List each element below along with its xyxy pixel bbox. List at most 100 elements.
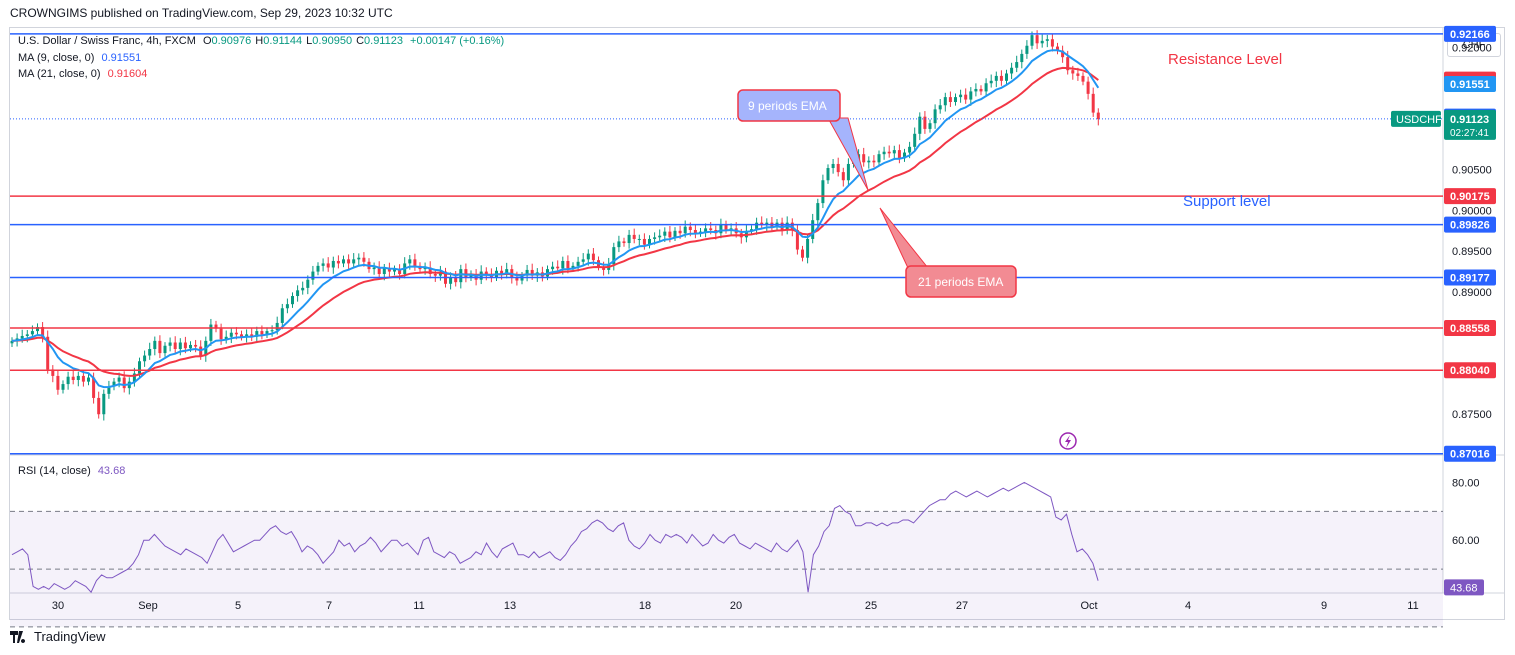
candle[interactable]	[178, 342, 182, 350]
candle[interactable]	[183, 342, 187, 349]
candle[interactable]	[326, 263, 330, 268]
candle[interactable]	[408, 259, 412, 264]
candle[interactable]	[964, 94, 968, 100]
candle[interactable]	[576, 261, 580, 266]
candle[interactable]	[352, 259, 356, 264]
candle[interactable]	[556, 266, 560, 269]
candle[interactable]	[801, 249, 804, 258]
candle[interactable]	[484, 271, 488, 275]
candle[interactable]	[413, 259, 417, 266]
candle[interactable]	[1045, 39, 1049, 41]
candle[interactable]	[245, 334, 249, 337]
candle[interactable]	[908, 146, 912, 153]
candle[interactable]	[423, 267, 427, 270]
candle[interactable]	[668, 231, 672, 238]
candle[interactable]	[311, 271, 315, 280]
candle[interactable]	[36, 327, 39, 332]
candle[interactable]	[1056, 46, 1059, 51]
candle[interactable]	[1040, 40, 1044, 44]
candle[interactable]	[132, 373, 136, 382]
candle[interactable]	[642, 238, 646, 245]
rsi-line[interactable]	[11, 481, 1099, 594]
candle[interactable]	[943, 97, 947, 106]
candle[interactable]	[112, 381, 116, 387]
candle[interactable]	[449, 277, 453, 284]
candle[interactable]	[836, 163, 840, 173]
candle[interactable]	[270, 330, 274, 332]
candle[interactable]	[515, 277, 519, 281]
candle[interactable]	[897, 150, 901, 159]
resistance-annotation[interactable]: Resistance Level	[1168, 51, 1282, 68]
candle[interactable]	[285, 304, 289, 309]
candle[interactable]	[566, 260, 570, 269]
candle[interactable]	[586, 253, 590, 260]
candle[interactable]	[887, 151, 891, 154]
candle[interactable]	[342, 259, 345, 264]
candle[interactable]	[219, 328, 223, 340]
candle[interactable]	[688, 226, 692, 230]
candle[interactable]	[612, 247, 616, 265]
candle[interactable]	[704, 228, 708, 232]
candle[interactable]	[107, 386, 111, 394]
candle[interactable]	[505, 269, 509, 275]
candle[interactable]	[678, 230, 682, 234]
candle[interactable]	[831, 163, 835, 169]
candle[interactable]	[709, 228, 713, 230]
candle[interactable]	[347, 259, 351, 264]
candle[interactable]	[1066, 57, 1070, 71]
candle[interactable]	[398, 269, 402, 275]
candle[interactable]	[51, 369, 55, 376]
candle[interactable]	[816, 203, 820, 221]
candle[interactable]	[1030, 35, 1034, 46]
ma9-legend[interactable]: MA (9, close, 0) 0.91551	[18, 52, 141, 64]
candle[interactable]	[229, 332, 233, 337]
candle[interactable]	[571, 265, 575, 269]
candle[interactable]	[459, 269, 463, 283]
candle[interactable]	[382, 268, 386, 275]
candle[interactable]	[525, 269, 529, 276]
candle[interactable]	[66, 376, 70, 385]
candle[interactable]	[25, 334, 29, 336]
candle[interactable]	[750, 229, 753, 231]
candle[interactable]	[826, 168, 830, 181]
candle[interactable]	[122, 377, 126, 389]
candle[interactable]	[1076, 73, 1080, 76]
candle[interactable]	[892, 150, 896, 154]
candle[interactable]	[301, 287, 305, 291]
candle[interactable]	[1086, 81, 1090, 94]
candle[interactable]	[102, 393, 106, 415]
candle[interactable]	[658, 235, 662, 238]
candle[interactable]	[622, 241, 626, 244]
candle[interactable]	[989, 80, 993, 84]
candle[interactable]	[1091, 93, 1095, 113]
candle[interactable]	[683, 226, 687, 234]
candle[interactable]	[811, 220, 815, 239]
candle[interactable]	[377, 267, 381, 275]
candle[interactable]	[56, 375, 60, 390]
candle[interactable]	[969, 91, 973, 100]
candle[interactable]	[954, 97, 957, 103]
ema21-line[interactable]	[11, 66, 1099, 377]
candle[interactable]	[1035, 35, 1039, 44]
candle[interactable]	[500, 270, 504, 275]
candle[interactable]	[1050, 39, 1054, 47]
candle[interactable]	[10, 340, 14, 344]
candle[interactable]	[331, 260, 335, 268]
ema9-line[interactable]	[11, 49, 1100, 389]
candle[interactable]	[581, 259, 585, 262]
candle[interactable]	[255, 331, 259, 337]
candle[interactable]	[71, 376, 75, 380]
candle[interactable]	[923, 116, 927, 129]
tradingview-logo[interactable]: TradingView	[10, 629, 106, 644]
candle[interactable]	[693, 229, 697, 234]
candle[interactable]	[189, 344, 192, 349]
candle[interactable]	[1010, 67, 1014, 74]
candle[interactable]	[617, 241, 621, 248]
candle[interactable]	[591, 253, 595, 261]
candle[interactable]	[291, 296, 294, 305]
candle[interactable]	[20, 335, 24, 339]
candle[interactable]	[637, 238, 641, 240]
candle[interactable]	[948, 97, 952, 103]
candle[interactable]	[92, 377, 96, 398]
candle[interactable]	[561, 260, 565, 269]
